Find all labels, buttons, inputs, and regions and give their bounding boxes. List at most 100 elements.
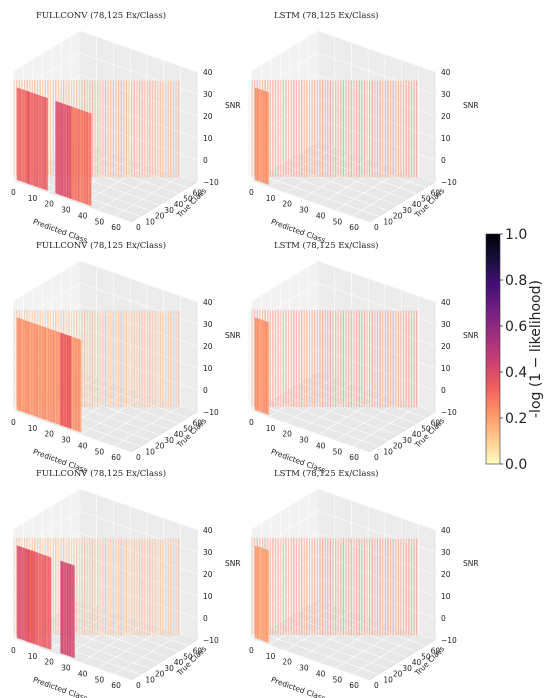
grid-line — [79, 554, 198, 597]
y-tick-label: 30 — [164, 206, 174, 215]
panel-title: FULLCONV (78,125 Ex/Class) — [36, 10, 166, 21]
error-slab-2 — [60, 332, 72, 429]
y-tick-label: 50 — [421, 194, 431, 203]
y-tick-label: 10 — [145, 675, 155, 684]
y-tick-label: 20 — [155, 212, 165, 221]
z-tick-label: −10 — [203, 178, 219, 187]
colorbar-tick-label: 0.6 — [505, 319, 527, 335]
grid-line — [79, 348, 198, 391]
colorbar-tick-label: 0.4 — [505, 365, 527, 381]
panel-title: LSTM (78,125 Ex/Class) — [274, 468, 379, 479]
y-tick-label: 60 — [431, 647, 441, 656]
chart-panel-3: FULLCONV (78,125 Ex/Class)−10010203040SN… — [11, 240, 241, 475]
y-tick-label: 20 — [155, 670, 165, 679]
colorbar-tick-label: 0.2 — [505, 411, 527, 427]
z-tick-label: 30 — [441, 548, 451, 557]
y-tick-label: 30 — [164, 436, 174, 445]
grid-line — [299, 382, 417, 424]
grid-line — [317, 260, 436, 303]
y-tick-label: 40 — [412, 430, 422, 439]
grid-line — [261, 405, 379, 447]
grid-line — [317, 348, 436, 391]
z-tick-label: 40 — [203, 68, 213, 77]
grid-line — [79, 510, 198, 553]
grid-line — [261, 175, 379, 217]
grid-line — [80, 394, 148, 435]
grid-line — [270, 399, 388, 441]
grid-line — [79, 96, 198, 139]
x-tick-label: 0 — [249, 188, 254, 197]
z-tick-label: 10 — [203, 364, 213, 373]
grid-line — [79, 282, 198, 325]
y-tick-label: 10 — [383, 675, 393, 684]
z-axis-label: SNR — [463, 101, 479, 110]
z-tick-label: 20 — [441, 570, 451, 579]
x-tick-label: 20 — [44, 200, 54, 209]
grid-line — [79, 598, 198, 641]
x-tick-label: 40 — [316, 211, 326, 220]
y-tick-label: 40 — [412, 200, 422, 209]
grid-line — [13, 260, 81, 302]
colorbar-tick-label: 0.8 — [505, 273, 527, 289]
grid-line — [79, 140, 198, 183]
x-tick-label: 10 — [266, 424, 276, 433]
grid-line — [317, 140, 436, 183]
z-tick-label: 0 — [203, 386, 208, 395]
grid-line — [79, 488, 198, 531]
x-tick-label: 60 — [349, 223, 359, 232]
grid-line — [352, 175, 419, 217]
z-tick-label: 0 — [441, 614, 446, 623]
grid-line — [317, 304, 436, 347]
y-tick-label: 10 — [383, 217, 393, 226]
colorbar: 0.0 0.2 0.4 0.6 0.8 1.0 -log (1 − likelihood) — [485, 227, 544, 473]
x-tick-label: 30 — [299, 206, 309, 215]
z-tick-label: 40 — [441, 298, 451, 307]
diagonal-wall — [251, 79, 418, 178]
grid-line — [317, 532, 436, 575]
grid-line — [270, 627, 388, 669]
z-axis-label: SNR — [225, 101, 241, 110]
x-tick-label: 50 — [333, 217, 343, 226]
y-tick-label: 60 — [193, 189, 203, 198]
grid-line — [280, 621, 398, 664]
grid-line — [13, 638, 132, 681]
y-tick-label: 0 — [374, 681, 379, 690]
y-tick-label: 60 — [431, 189, 441, 198]
x-tick-label: 50 — [95, 447, 105, 456]
y-tick-label: 30 — [402, 436, 412, 445]
grid-line — [317, 488, 436, 531]
x-tick-label: 60 — [111, 223, 121, 232]
chart-panel-1: FULLCONV (78,125 Ex/Class)−10010203040SN… — [11, 10, 241, 245]
grid-line — [270, 169, 388, 211]
grid-line — [251, 180, 370, 223]
chart-panel-4: LSTM (78,125 Ex/Class)−10010203040SNR010… — [249, 240, 479, 475]
y-tick-label: 30 — [164, 664, 174, 673]
x-tick-label: 40 — [78, 441, 88, 450]
x-tick-label: 30 — [61, 664, 71, 673]
z-tick-label: 0 — [441, 156, 446, 165]
error-slab-1 — [254, 317, 270, 415]
z-tick-label: 0 — [203, 156, 208, 165]
error-slab-1 — [254, 87, 270, 185]
grid-line — [13, 30, 81, 72]
x-tick-label: 30 — [61, 206, 71, 215]
grid-line — [317, 74, 436, 117]
z-tick-label: 40 — [441, 526, 451, 535]
grid-line — [280, 163, 398, 206]
z-tick-label: 10 — [441, 134, 451, 143]
x-tick-label: 40 — [316, 669, 326, 678]
y-tick-label: 50 — [183, 652, 193, 661]
y-tick-label: 0 — [136, 223, 141, 232]
x-tick-label: 60 — [349, 453, 359, 462]
y-tick-label: 10 — [383, 447, 393, 456]
x-tick-label: 20 — [44, 658, 54, 667]
z-tick-label: 30 — [441, 90, 451, 99]
x-tick-label: 0 — [11, 418, 16, 427]
x-tick-label: 20 — [44, 430, 54, 439]
grid-line — [317, 576, 436, 619]
colorbar-tick-label: 1.0 — [505, 227, 527, 243]
z-tick-label: 30 — [203, 320, 213, 329]
x-tick-label: 30 — [299, 436, 309, 445]
x-tick-label: 50 — [333, 675, 343, 684]
